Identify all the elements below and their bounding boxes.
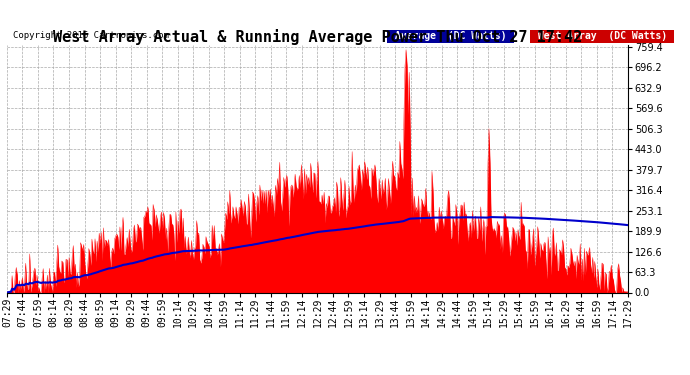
- Title: West Array Actual & Running Average Power Thu Oct 27 17:42: West Array Actual & Running Average Powe…: [52, 29, 582, 45]
- Text: Copyright 2016 Cartronics.com: Copyright 2016 Cartronics.com: [13, 32, 169, 40]
- Text: Average  (DC Watts): Average (DC Watts): [389, 32, 512, 41]
- Text: West Array  (DC Watts): West Array (DC Watts): [531, 32, 673, 41]
